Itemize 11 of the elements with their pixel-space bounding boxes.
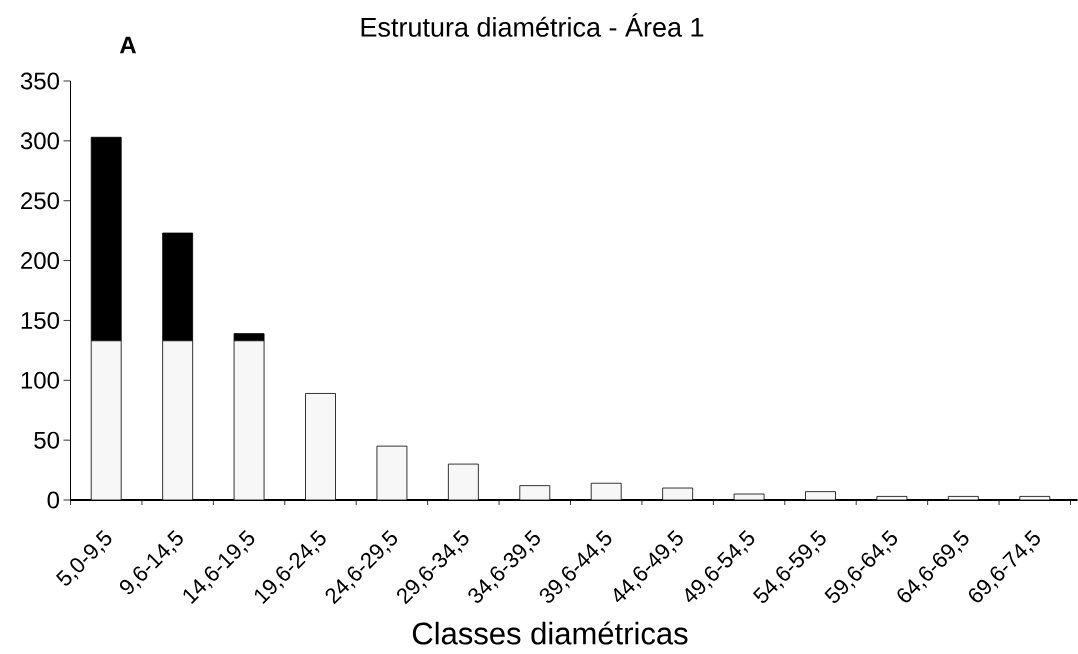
y-tick-label: 350 [20, 72, 60, 90]
x-axis-title: Classes diamétricas [412, 621, 688, 645]
y-tick-label: 50 [34, 431, 60, 449]
y-tick-label: 250 [21, 192, 60, 210]
y-tick-label: 300 [20, 132, 60, 150]
y-tick-label: 200 [21, 252, 60, 270]
y-tick-label: 0 [47, 491, 60, 509]
chart-title: Estrutura diamétrica - Área 1 [361, 13, 704, 37]
text: A [119, 36, 137, 54]
y-tick-label: 150 [21, 311, 60, 329]
y-tick-label: 100 [21, 371, 60, 389]
